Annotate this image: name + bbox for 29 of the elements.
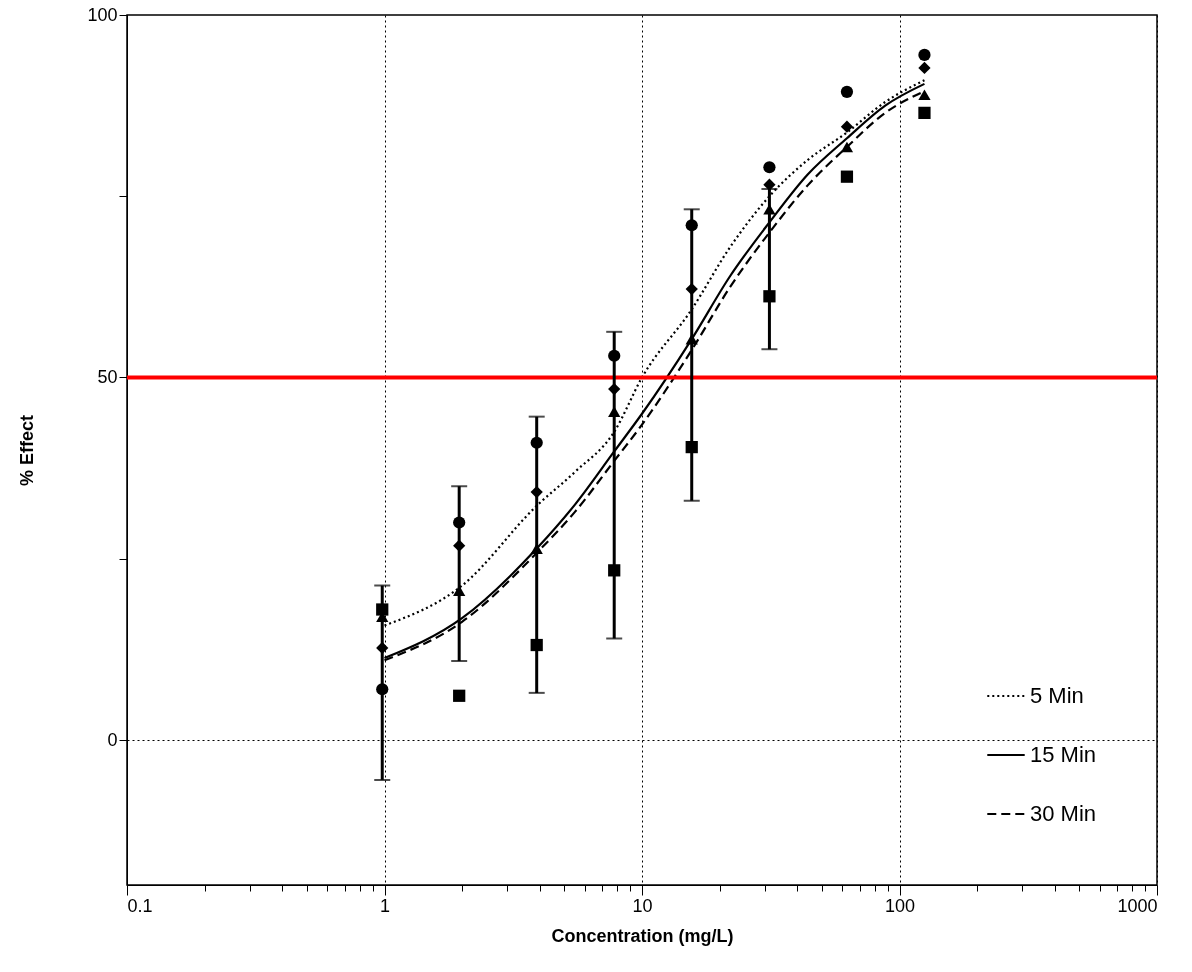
point [453, 689, 466, 702]
legend-label: 30 Min [1030, 801, 1097, 826]
point [763, 290, 776, 303]
point [685, 440, 698, 454]
point [376, 603, 389, 616]
point [840, 120, 854, 133]
point [763, 204, 776, 215]
point [840, 85, 854, 98]
point [840, 170, 854, 183]
y-tick-label: 50 [97, 367, 118, 387]
legend-label: 15 Min [1030, 742, 1097, 767]
y-axis-title: % Effect [17, 414, 38, 487]
x-tick-label: 1000 [1117, 895, 1158, 916]
point [918, 48, 931, 61]
point [530, 638, 543, 652]
y-tick-label: 0 [107, 729, 118, 750]
point [918, 106, 931, 119]
x-tick-label: 100 [884, 895, 916, 916]
legend-label: 5 Min [1030, 683, 1084, 708]
x-tick-label: 0.1 [127, 895, 153, 916]
x-tick-label: 1 [379, 895, 391, 916]
point [608, 564, 621, 577]
x-axis-title: Concentration (mg/L) [551, 925, 734, 946]
point [840, 141, 854, 153]
point [918, 89, 931, 101]
point [918, 61, 931, 75]
y-tick-label: 100 [87, 4, 118, 25]
x-tick-label: 10 [632, 895, 653, 916]
point [763, 161, 776, 174]
